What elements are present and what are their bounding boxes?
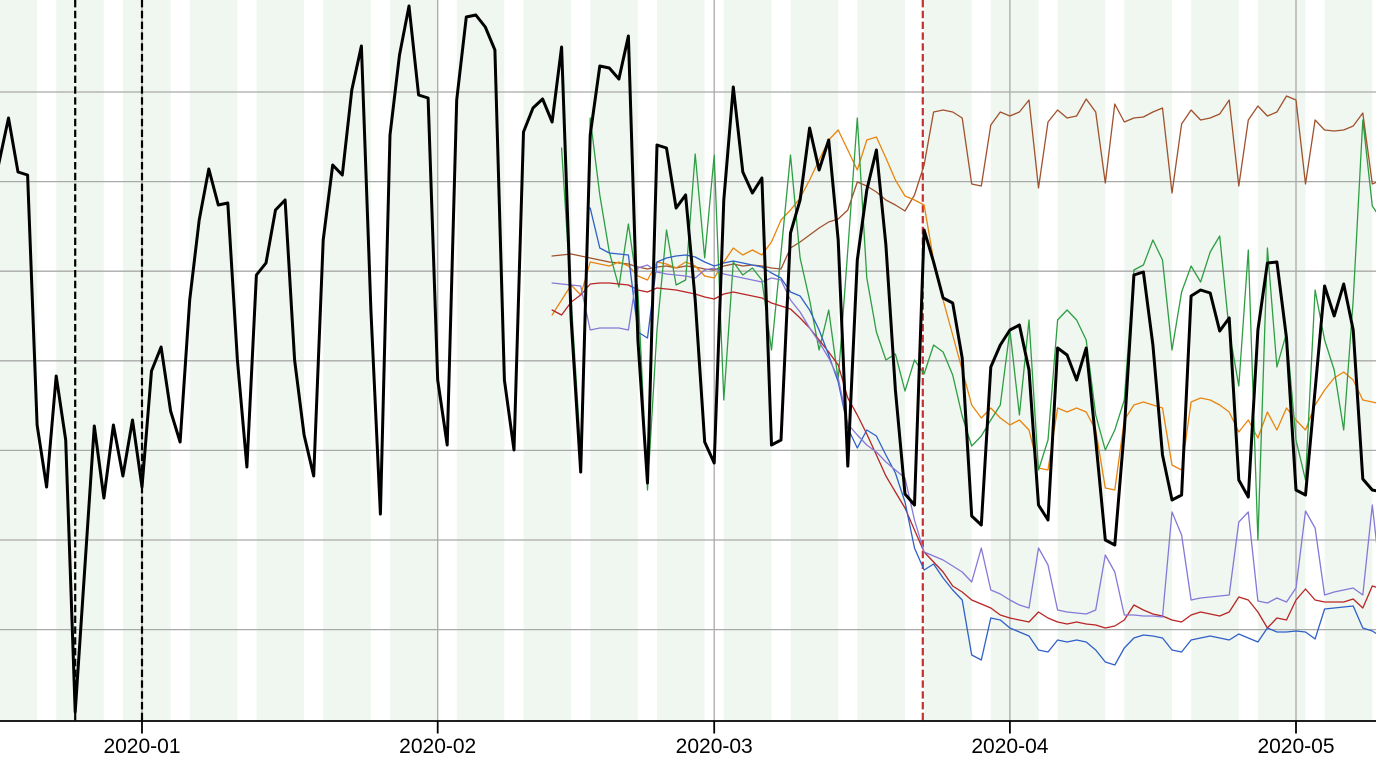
svg-text:2020-05: 2020-05: [1257, 735, 1334, 758]
svg-text:2020-03: 2020-03: [676, 735, 753, 758]
svg-text:2020-04: 2020-04: [971, 735, 1048, 758]
svg-text:2020-02: 2020-02: [399, 735, 476, 758]
svg-text:2020-01: 2020-01: [103, 735, 180, 758]
